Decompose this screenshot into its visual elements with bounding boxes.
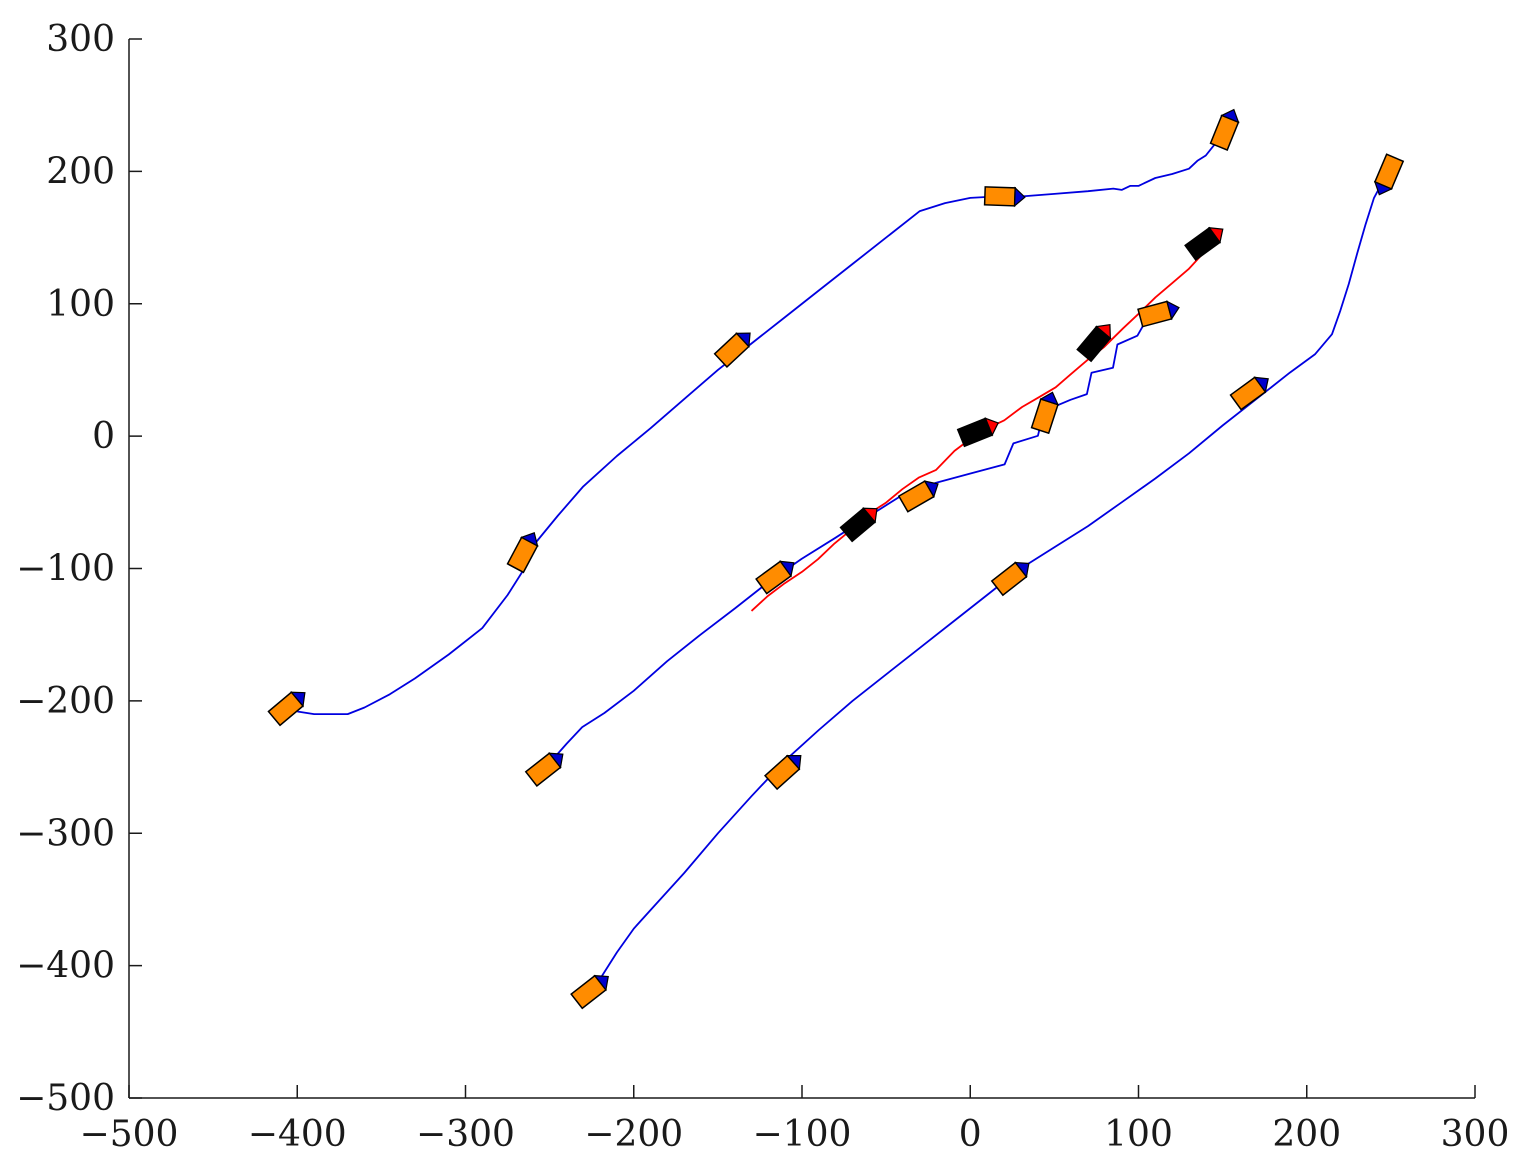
y-tick-label: −400 xyxy=(16,946,115,987)
target-vehicle-marker xyxy=(956,417,1000,448)
vehicle-nose xyxy=(1166,300,1180,321)
pursuer-vehicle-marker xyxy=(1229,376,1269,411)
vehicle-nose xyxy=(1208,227,1224,244)
vehicle-body xyxy=(1137,300,1173,328)
pursuer-vehicle-marker xyxy=(897,480,939,513)
vehicle-nose xyxy=(862,507,878,524)
pursuer-vehicle-marker xyxy=(1030,391,1060,435)
x-tick-label: 100 xyxy=(1104,1114,1173,1155)
vehicle-nose xyxy=(923,480,939,499)
pursuer-trajectory-line xyxy=(552,306,1173,760)
vehicle-nose xyxy=(1039,391,1060,406)
trajectory-lines xyxy=(297,117,1392,980)
vehicle-nose xyxy=(1014,561,1030,579)
vehicle-nose xyxy=(593,974,609,992)
x-tick-label: 300 xyxy=(1441,1114,1510,1155)
y-tick-label: −500 xyxy=(16,1078,115,1119)
y-tick-label: 0 xyxy=(92,416,115,457)
y-tick-label: 200 xyxy=(46,151,115,192)
vehicle-body xyxy=(1030,398,1059,435)
vehicle-nose xyxy=(786,755,802,771)
pursuer-vehicle-marker xyxy=(755,560,795,595)
vehicle-nose xyxy=(779,560,795,578)
y-tick-label: −100 xyxy=(16,549,115,590)
vehicle-nose xyxy=(984,417,1000,437)
vehicle-nose xyxy=(1373,180,1393,196)
target-vehicle-marker xyxy=(839,507,878,543)
vehicle-nose xyxy=(548,752,564,769)
y-tick-label: −200 xyxy=(16,681,115,722)
vehicle-nose xyxy=(1013,186,1026,208)
pursuer-vehicle-marker xyxy=(713,332,751,369)
pursuer-vehicle-marker xyxy=(1137,300,1180,328)
x-tick-label: 200 xyxy=(1272,1114,1341,1155)
vehicle-nose xyxy=(1220,108,1240,124)
x-tick-label: −200 xyxy=(584,1114,683,1155)
pursuer-vehicle-marker xyxy=(1209,108,1240,151)
x-tick-label: 0 xyxy=(959,1114,982,1155)
y-tick-label: 100 xyxy=(46,284,115,325)
vehicle-nose xyxy=(520,531,539,547)
vehicle-nose xyxy=(735,332,751,348)
pursuer-trajectory-line xyxy=(297,117,1232,715)
vehicle-nose xyxy=(1253,376,1269,394)
pursuer-vehicle-marker xyxy=(267,691,306,727)
pursuer-vehicle-marker xyxy=(1373,153,1405,196)
pursuer-vehicle-marker xyxy=(763,754,802,791)
pursuer-vehicle-marker xyxy=(570,974,609,1010)
x-tick-label: −300 xyxy=(416,1114,515,1155)
pursuer-trajectory-line xyxy=(599,170,1392,980)
pursuer-vehicle-marker xyxy=(524,752,564,787)
axes: −500 −400 −300 −200 −100 0 100 200 300 −500 −400 −3… xyxy=(16,19,1509,1155)
pursuer-vehicle-marker xyxy=(990,561,1030,597)
x-tick-label: −500 xyxy=(80,1114,179,1155)
vehicle-nose xyxy=(1095,324,1112,340)
vehicle-markers xyxy=(267,108,1405,1010)
vehicle-body xyxy=(983,186,1016,207)
pursuer-vehicle-marker xyxy=(983,186,1026,208)
vehicle-nose xyxy=(290,691,306,708)
x-tick-label: −100 xyxy=(753,1114,852,1155)
target-vehicle-marker xyxy=(1184,226,1224,261)
target-vehicle-marker xyxy=(1076,324,1112,363)
pursuer-vehicle-marker xyxy=(506,531,539,574)
y-tick-label: 300 xyxy=(46,19,115,60)
y-tick-label: −300 xyxy=(16,813,115,854)
x-tick-label: −400 xyxy=(248,1114,347,1155)
